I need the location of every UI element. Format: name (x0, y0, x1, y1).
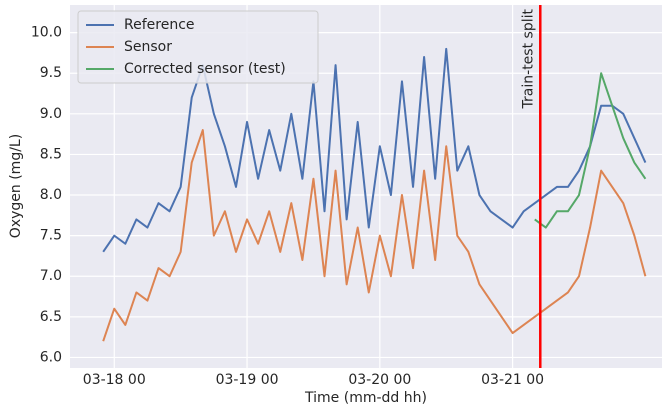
legend-label: Reference (124, 17, 195, 33)
y-tick-label: 9.0 (40, 106, 62, 122)
y-tick-label: 6.0 (40, 349, 62, 365)
x-tick-label: 03-21 00 (481, 372, 544, 388)
y-tick-label: 9.5 (40, 65, 62, 81)
x-tick-label: 03-18 00 (83, 372, 146, 388)
y-tick-label: 7.5 (40, 228, 62, 244)
x-tick-label: 03-20 00 (348, 372, 411, 388)
series-line (102, 47, 647, 253)
y-tick-label: 10.0 (31, 25, 62, 41)
x-axis-label: Time (mm-dd hh) (304, 390, 427, 406)
legend-label: Sensor (124, 39, 172, 55)
legend-label: Corrected sensor (test) (124, 61, 286, 77)
y-tick-label: 6.5 (40, 309, 62, 325)
y-axis-label: Oxygen (mg/L) (8, 134, 24, 238)
y-tick-label: 8.0 (40, 187, 62, 203)
split-label: Train-test split (520, 8, 536, 109)
series-line (102, 129, 647, 342)
y-tick-label: 8.5 (40, 146, 62, 162)
x-tick-label: 03-19 00 (216, 372, 279, 388)
legend-box (77, 10, 319, 84)
y-tick-label: 7.0 (40, 268, 62, 284)
series-line (534, 72, 647, 229)
